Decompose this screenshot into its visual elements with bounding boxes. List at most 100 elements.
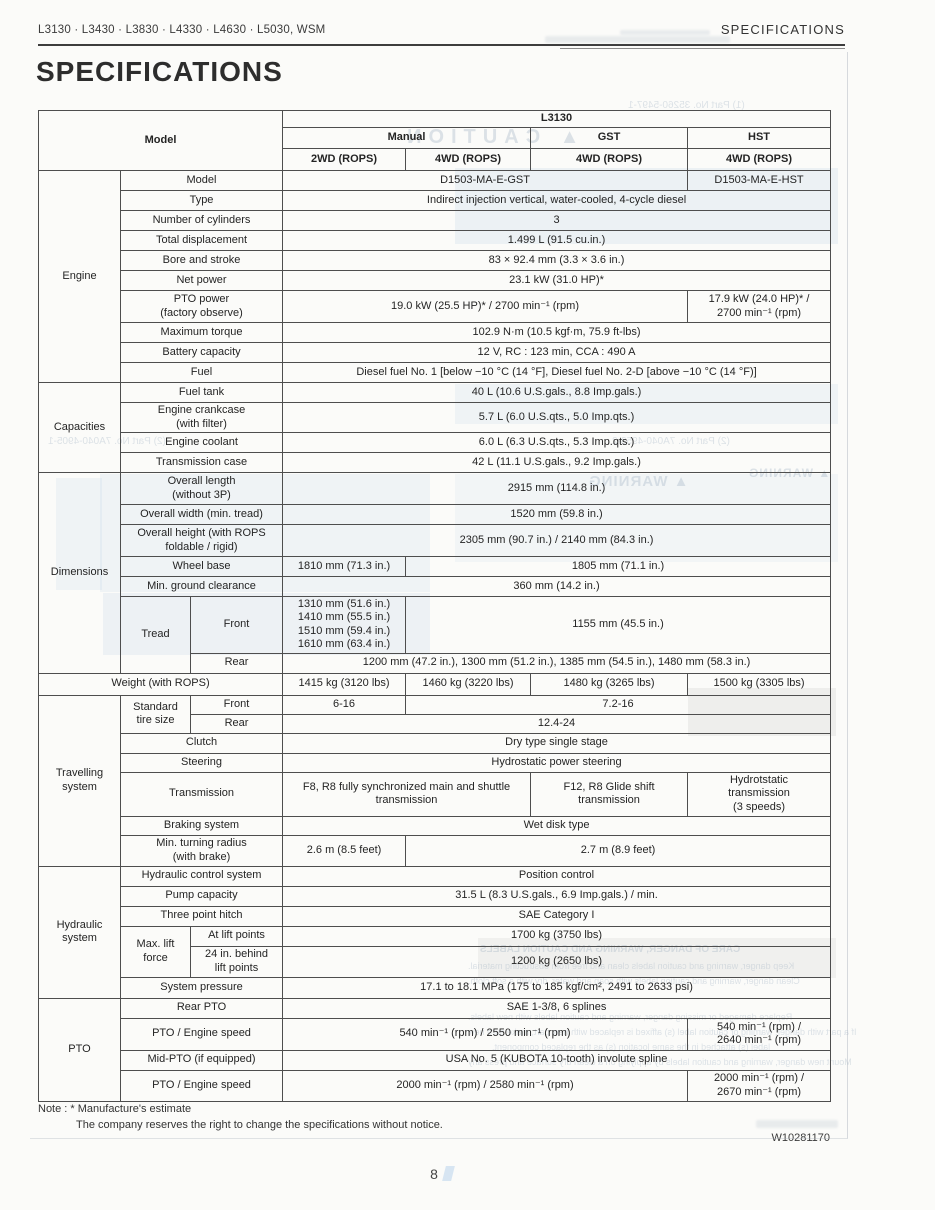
spec-cell-lab: Hydraulic control system (119, 865, 284, 887)
spec-cell-data: USA No. 5 (KUBOTA 10-tooth) involute spl… (282, 1049, 832, 1071)
spec-cell-hdr: 4WD (ROPS) (405, 148, 532, 171)
spec-cell-cat: Engine (38, 170, 121, 383)
bleedthrough-smudge (756, 1120, 838, 1128)
spec-cell-lab: Min. ground clearance (119, 576, 284, 597)
spec-cell-data: 1460 kg (3220 lbs) (405, 672, 532, 696)
spec-cell-lab: Max. lift force (120, 925, 191, 978)
table-row: Overall width (min. tread) 1520 mm (59.8 … (39, 504, 832, 525)
spec-cell-data: 1805 mm (71.1 in.) (405, 556, 832, 577)
spec-cell-data: 1200 mm (47.2 in.), 1300 mm (51.2 in.), … (282, 652, 832, 674)
specifications-table-body: Model L3130 Manual GST HST 2WD (ROPS) 4WD (ROP… (37, 110, 832, 1102)
table-row: Min. ground clearance 360 mm (14.2 in.) (39, 576, 832, 597)
spec-cell-data: 540 min⁻¹ (rpm) / 2640 min⁻¹ (rpm) (687, 1017, 832, 1051)
spec-cell-lab: Transmission (119, 771, 284, 817)
table-row: Max. lift force At lift points 1700 kg (37… (39, 925, 832, 978)
spec-cell-data: 3 (282, 210, 832, 231)
spec-cell-lab: Mid-PTO (if equipped) (119, 1049, 284, 1071)
table-row: Tread Front 1310 mm (51.6 in.) 1410 mm (55… (39, 596, 832, 674)
spec-cell-hdr: 2WD (ROPS) (282, 148, 407, 171)
spec-cell-data: Indirect injection vertical, water-coole… (282, 190, 832, 211)
bleedthrough-smudge (545, 36, 730, 43)
table-row: Overall height (with ROPS foldable / rig… (39, 524, 832, 557)
table-row: Engine Model D1503-MA-E-GST D1503-MA-E-HST (38, 170, 832, 383)
spec-cell-data: SAE 1-3/8, 6 splines (282, 997, 832, 1019)
table-row: Hydraulic system Hydraulic control system… (38, 865, 832, 999)
spec-cell-hdr: L3130 (282, 110, 832, 128)
spec-cell-data: 2.6 m (8.5 feet) (282, 834, 407, 867)
table-row: Type Indirect injection vertical, water-c… (39, 190, 832, 211)
spec-cell-data: Dry type single stage (282, 732, 832, 754)
spec-cell-lab: Steering (119, 752, 284, 773)
table-row: Travelling system Standard tire size Front… (38, 694, 832, 867)
spec-cell-data: SAE Category I (282, 905, 832, 927)
spec-cell-hdrl: Model (37, 110, 284, 171)
spec-cell-lab: Overall length (without 3P) (119, 472, 284, 505)
spec-cell-data: F8, R8 fully synchronized main and shutt… (282, 771, 532, 817)
spec-cell-lab: Wheel base (119, 556, 284, 577)
specifications-table-wrap: Model L3130 Manual GST HST 2WD (ROPS) 4WD (ROP… (37, 110, 832, 1102)
specifications-table: Model L3130 Manual GST HST 2WD (ROPS) 4WD (ROP… (37, 110, 832, 1102)
spec-cell-hdr: 4WD (ROPS) (687, 148, 832, 171)
spec-cell-data: F12, R8 Glide shift transmission (530, 771, 689, 817)
spec-cell-lab: PTO / Engine speed (119, 1069, 284, 1102)
spec-cell-data: 40 L (10.6 U.S.gals., 8.8 Imp.gals.) (282, 382, 832, 403)
spec-cell-lab: Clutch (119, 732, 284, 754)
table-row: Number of cylinders 3 (39, 210, 832, 231)
table-row: PTO / Engine speed 540 min⁻¹ (rpm) / 2550… (39, 1017, 832, 1051)
table-row: Dimensions Overall length (without 3P) 291… (38, 472, 832, 674)
spec-cell-cat: Travelling system (38, 694, 121, 867)
spec-cell-data: Diesel fuel No. 1 [below −10 °C (14 °F],… (282, 362, 832, 383)
spec-cell-data: 1700 kg (3750 lbs) (282, 925, 832, 947)
table-row: Battery capacity 12 V, RC : 123 min, CCA … (39, 342, 832, 363)
spec-cell-data: 17.9 kW (24.0 HP)* / 2700 min⁻¹ (rpm) (687, 290, 832, 323)
spec-cell-sub: Rear (189, 652, 284, 674)
spec-cell-lab: Bore and stroke (119, 250, 284, 271)
spec-cell-data: 12 V, RC : 123 min, CCA : 490 A (282, 342, 832, 363)
spec-cell-sub: 24 in. behind lift points (189, 945, 284, 978)
spec-cell-lab: Tread (120, 596, 191, 674)
spec-cell-hdr: 4WD (ROPS) (530, 148, 689, 171)
spec-cell-lab: Net power (119, 270, 284, 291)
header-rule-secondary (560, 48, 845, 49)
footnote-disclaimer: The company reserves the right to change… (76, 1119, 443, 1131)
spec-cell-lab: PTO / Engine speed (119, 1017, 284, 1051)
spec-cell-data: 1500 kg (3305 lbs) (687, 672, 832, 696)
spec-cell-data: 102.9 N·m (10.5 kgf·m, 75.9 ft-lbs) (282, 322, 832, 343)
spec-cell-data: 1310 mm (51.6 in.) 1410 mm (55.5 in.) 15… (282, 596, 407, 654)
spec-cell-data: 17.1 to 18.1 MPa (175 to 185 kgf/cm², 24… (282, 976, 832, 999)
spec-cell-data: 83 × 92.4 mm (3.3 × 3.6 in.) (282, 250, 832, 271)
table-row: Net power 23.1 kW (31.0 HP)* (39, 270, 832, 291)
table-row: Transmission case 42 L (11.1 U.S.gals., 9… (39, 452, 832, 473)
spec-cell-data: D1503-MA-E-GST (282, 170, 689, 191)
spec-cell-data: D1503-MA-E-HST (687, 170, 832, 191)
spec-cell-hdr: HST (687, 127, 832, 149)
spec-cell-data: 1200 kg (2650 lbs) (282, 945, 832, 978)
header-rule (38, 44, 845, 46)
spec-cell-hdr: GST (530, 127, 689, 149)
spec-cell-data: 6.0 L (6.3 U.S.qts., 5.3 Imp.qts.) (282, 432, 832, 453)
spec-cell-data: 19.0 kW (25.5 HP)* / 2700 min⁻¹ (rpm) (282, 290, 689, 323)
table-row: Capacities Fuel tank 40 L (10.6 U.S.gals.,… (38, 382, 832, 473)
spec-cell-data: 7.2-16 (405, 694, 832, 715)
table-row: Manual GST HST (39, 127, 832, 149)
spec-cell-lab: Fuel tank (119, 382, 284, 403)
spec-cell-sub: Front (189, 596, 284, 654)
spec-cell-data: 12.4-24 (282, 713, 832, 734)
spec-cell-lab: Model (119, 170, 284, 191)
bleedthrough-smudge (620, 30, 710, 35)
spec-cell-sub: At lift points (189, 925, 284, 947)
spec-cell-data: 2000 min⁻¹ (rpm) / 2580 min⁻¹ (rpm) (282, 1069, 689, 1102)
table-row: System pressure 17.1 to 18.1 MPa (175 to … (39, 976, 832, 999)
spec-cell-cat: PTO (38, 997, 121, 1102)
spec-cell-data: 23.1 kW (31.0 HP)* (282, 270, 832, 291)
spec-cell-data: 540 min⁻¹ (rpm) / 2550 min⁻¹ (rpm) (282, 1017, 689, 1051)
table-row: Mid-PTO (if equipped) USA No. 5 (KUBOTA 1… (39, 1049, 832, 1071)
spec-cell-lab: Braking system (119, 815, 284, 836)
footnote-estimate: Note : * Manufacture's estimate (38, 1103, 192, 1115)
spec-cell-data: 42 L (11.1 U.S.gals., 9.2 Imp.gals.) (282, 452, 832, 473)
spec-cell-lab: Weight (with ROPS) (37, 672, 284, 696)
table-row: Bore and stroke 83 × 92.4 mm (3.3 × 3.6 i… (39, 250, 832, 271)
spec-cell-data: 1415 kg (3120 lbs) (282, 672, 407, 696)
table-row: Engine crankcase (with filter) 5.7 L (6.0… (39, 402, 832, 433)
table-row: Min. turning radius (with brake) 2.6 m (8… (39, 834, 832, 867)
